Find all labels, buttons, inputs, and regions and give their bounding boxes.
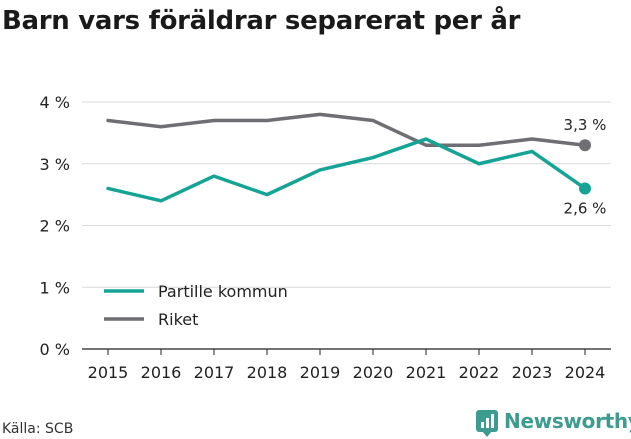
x-tick-label: 2021 [406,363,447,382]
series-line-riket [106,112,587,147]
newsworthy-logo-icon [476,410,498,437]
data-label-partille: 2,6 % [564,199,607,217]
x-tick-label: 2022 [459,363,500,382]
y-tick-label: 2 % [40,217,70,236]
chart-title: Barn vars föräldrar separerat per år [2,6,521,36]
x-tick-label: 2016 [141,363,182,382]
legend-label: Partille kommun [158,282,288,301]
x-tick-label: 2020 [353,363,394,382]
y-tick-label: 0 % [40,340,70,359]
x-tick-label: 2024 [565,363,606,382]
y-tick-label: 1 % [40,278,70,297]
x-tick-label: 2017 [194,363,235,382]
x-tick-label: 2015 [88,363,129,382]
data-label-riket: 3,3 % [564,116,607,134]
x-tick-label: 2023 [512,363,553,382]
y-tick-label: 4 % [40,93,70,112]
series-line-partille [106,137,587,203]
x-tick-label: 2018 [247,363,288,382]
brand-name: Newsworthy [504,409,631,433]
series-end-point-partille [579,182,591,195]
x-tick-label: 2019 [300,363,341,382]
y-tick-label: 3 % [40,155,70,174]
source-label: Källa: SCB [2,421,74,437]
legend-label: Riket [158,310,198,329]
series-end-point-riket [579,139,591,152]
brand-logo: Newsworthy [476,409,631,437]
